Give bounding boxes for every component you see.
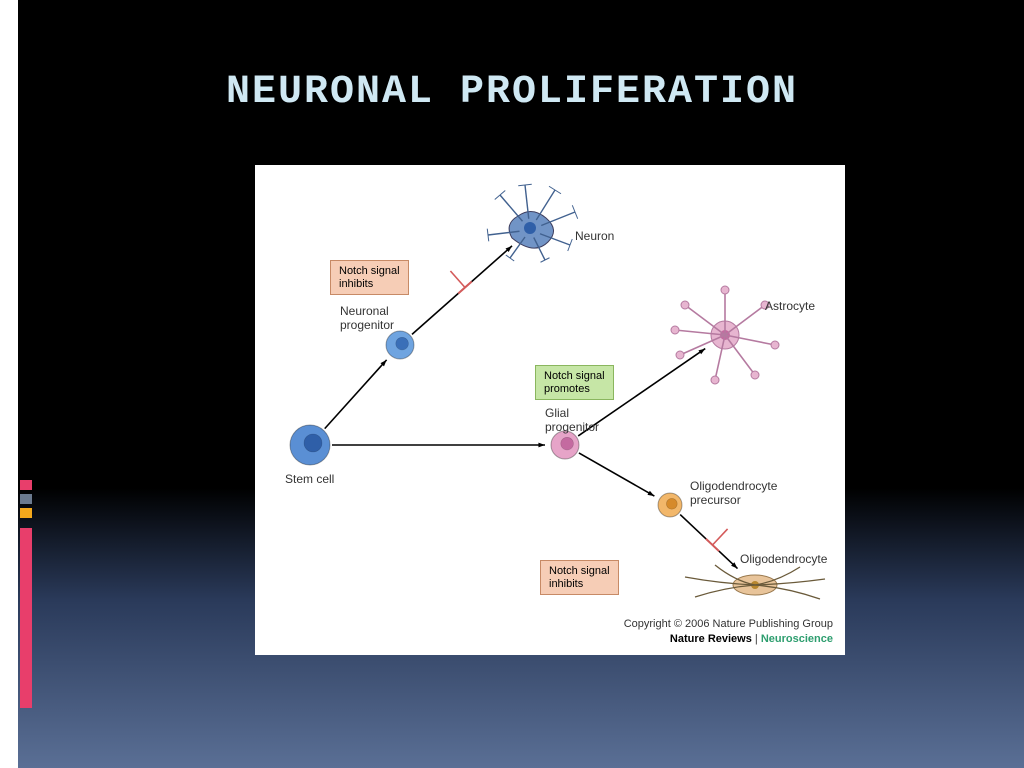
label-oligodendrocyte: Oligodendrocyte [740, 553, 827, 567]
accent-bars [20, 480, 32, 708]
copyright: Copyright © 2006 Nature Publishing Group… [624, 617, 833, 647]
label-glial-prog: Glial progenitor [545, 407, 599, 435]
accent-bar-gold [20, 508, 32, 518]
label-neuron: Neuron [575, 230, 614, 244]
label-neuronal-prog: Neuronal progenitor [340, 305, 394, 333]
label-astrocyte: Astrocyte [765, 300, 815, 314]
copyright-sep: | [752, 633, 761, 645]
accent-bar-gray [20, 494, 32, 504]
copyright-sub: Neuroscience [761, 633, 833, 645]
copyright-line1: Copyright © 2006 Nature Publishing Group [624, 618, 833, 630]
page-title: NEURONAL PROLIFERATION [0, 70, 1024, 115]
label-stem-cell: Stem cell [285, 473, 334, 487]
diagram-panel: Notch signal inhibits Notch signal promo… [255, 165, 845, 655]
accent-bar-pink [20, 480, 32, 490]
notch-inhibit-box-2: Notch signal inhibits [540, 560, 619, 595]
accent-bar-long [20, 528, 32, 708]
left-stripe [0, 0, 18, 768]
notch-promote-box: Notch signal promotes [535, 365, 614, 400]
label-oligo-precursor: Oligodendrocyte precursor [690, 480, 777, 508]
copyright-brand: Nature Reviews [670, 633, 752, 645]
notch-inhibit-box-1: Notch signal inhibits [330, 260, 409, 295]
